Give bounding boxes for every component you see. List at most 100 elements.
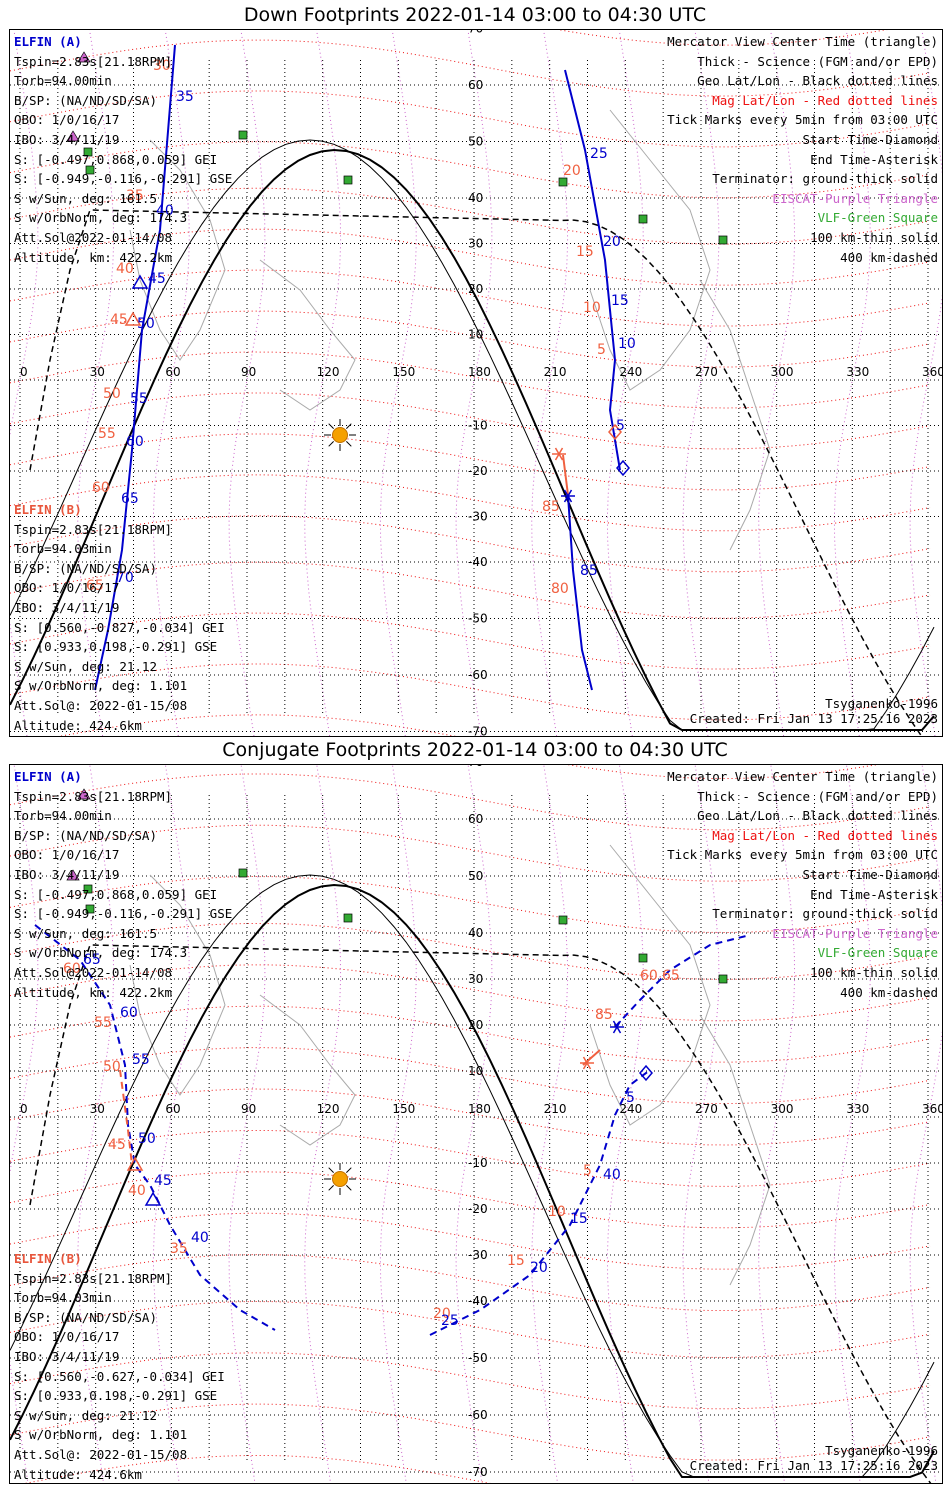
mag-parallel	[10, 39, 931, 97]
track-tick-label: 35	[170, 1241, 188, 1257]
sat-a-track	[614, 934, 751, 1028]
sat-a-track	[429, 1069, 651, 1336]
mag-parallel	[10, 269, 931, 327]
sat-a-center-triangle	[131, 274, 149, 289]
sat-b-line: Tspin=2.83s[21.18RPM]	[14, 1270, 173, 1286]
geo-latlon-grid	[10, 60, 942, 732]
sun-ray	[346, 441, 352, 447]
track-tick-label: 30	[153, 58, 171, 74]
sat-b-end-asterisk	[554, 447, 564, 461]
track-tick-label: 10	[548, 1204, 566, 1220]
sat-b-line: S: [0.560,-0.627,-0.034] GEI	[14, 1368, 225, 1384]
lon-tick-label: 0	[20, 365, 28, 379]
legend-item: Tick Marks every 5min from 03:00 UTC	[667, 112, 938, 128]
mag-meridian	[758, 765, 796, 1483]
sun-ray	[346, 1185, 352, 1191]
coastline	[699, 279, 771, 551]
terminator-400km	[29, 209, 923, 736]
lat-tick-label: 40	[468, 191, 483, 205]
lon-tick-label: 270	[695, 1102, 718, 1116]
track-tick-label: 45	[154, 1173, 172, 1189]
sat-a-line: Tspin=2.83s[21.18RPM]	[14, 788, 173, 804]
mag-meridian	[455, 765, 493, 1483]
legend-item: Start Time-Diamond	[802, 131, 938, 147]
track-tick-label: 60	[92, 480, 110, 496]
track-tick-label: 60	[120, 1005, 138, 1021]
track-tick-label: 85	[595, 1007, 613, 1023]
lon-tick-label: 30	[90, 365, 105, 379]
track-tick-label: 5	[616, 418, 625, 434]
terminator-line	[10, 139, 935, 731]
conjugate-map-canvas: 0 30 60 90 120 150 180 210 240 270 300 330 360 70 60 50…	[10, 765, 942, 1483]
lon-tick-label: 360	[922, 1102, 942, 1116]
lat-tick-label: 20	[468, 282, 483, 296]
vlf-station-square	[85, 165, 95, 175]
mag-parallel	[10, 1254, 931, 1312]
conjugate-footprints-map: 0 30 60 90 120 150 180 210 240 270 300 330 360 70 60 50…	[9, 764, 943, 1484]
track-tick-label: 15	[507, 1253, 525, 1269]
sat-a-name: ELFIN (A)	[14, 34, 82, 49]
coastline	[129, 874, 226, 1096]
sat-a-line: OBO: 1/0/16/17	[14, 112, 120, 128]
sat-b-line: Torb=94.03min	[14, 1290, 112, 1306]
legend-item: Start Time-Diamond	[802, 866, 938, 882]
track-tick-label: 65	[662, 968, 680, 984]
sat-b-info: ELFIN (B) Tspin=2.83s[21.18RPM] Torb=94.…	[14, 500, 225, 735]
sat-a-start-diamond	[639, 1064, 653, 1082]
legend-item: 100 km-thin solid	[810, 964, 938, 980]
lon-tick-label: 90	[241, 365, 256, 379]
lon-tick-label: 210	[544, 1102, 567, 1116]
mag-parallel	[10, 773, 931, 831]
track-tick-label: 20	[433, 1306, 451, 1322]
legend-item: Terminator: ground-thick solid	[712, 906, 938, 922]
legend-item: Thick - Science (FGM and/or EPD)	[697, 788, 938, 804]
lon-tick-label: 90	[241, 1102, 256, 1116]
mag-latlon-grid	[10, 30, 942, 736]
sat-a-line: S: [-0.949,-0.116,-0.291] GSE	[14, 906, 233, 922]
down-footprints-map: 0 30 60 90 120 150 180 210 240 270 300 330 360 70 60 50…	[9, 29, 943, 737]
sun-ray	[328, 441, 334, 447]
sat-b-name: ELFIN (B)	[14, 502, 82, 517]
sat-a-line: Tspin=2.83s[21.18RPM]	[14, 53, 173, 69]
sat-a-line: B/SP: (NA/ND/SD/SA)	[14, 92, 157, 108]
sat-b-track	[119, 1069, 133, 1166]
model-label: Tsyganenko-1996	[825, 696, 938, 711]
vlf-station-square	[638, 214, 648, 224]
down-map-canvas: 0 30 60 90 120 150 180 210 240 270 300 330 360 70 60 50…	[10, 30, 942, 736]
lon-tick-label: 300	[771, 1102, 794, 1116]
legend-item: Mag Lat/Lon - Red dotted lines	[712, 827, 938, 843]
track-tick-label: 45	[148, 271, 166, 287]
sat-a-line: Torb=94.00min	[14, 808, 112, 824]
legend-item: Mercator View Center Time (triangle)	[667, 34, 938, 49]
lat-tick-label: 20	[468, 1018, 483, 1032]
lat-tick-label: 60	[468, 812, 483, 826]
terminator-lines	[10, 139, 935, 736]
sat-b-end-asterisk	[582, 1056, 592, 1070]
legend-item: Tick Marks every 5min from 03:00 UTC	[667, 847, 938, 863]
mag-parallel	[10, 1129, 931, 1187]
sat-b-line: IBO: 3/4/11/19	[14, 599, 120, 615]
sat-b-line: Att.Sol@: 2022-01-15/08	[14, 1446, 188, 1462]
lat-tick-label: -10	[468, 1156, 488, 1170]
lat-tick-label: -50	[468, 612, 488, 626]
legend-item: Thick - Science (FGM and/or EPD)	[697, 53, 938, 69]
lat-tick-label: -30	[468, 1248, 488, 1262]
sat-b-line: S w/Sun, deg: 21.12	[14, 1407, 157, 1423]
lon-tick-label: 120	[317, 1102, 340, 1116]
track-tick-label: 35	[176, 89, 194, 105]
sat-a-line: S: [-0.949,-0.116,-0.291] GSE	[14, 171, 233, 187]
track-tick-label: 25	[590, 146, 608, 162]
sat-a-info: ELFIN (A) Tspin=2.83s[21.18RPM] Torb=94.…	[14, 767, 232, 1002]
track-tick-label: 55	[132, 1052, 150, 1068]
mag-parallel	[10, 90, 931, 148]
track-tick-label: 35	[126, 188, 144, 204]
station-markers	[66, 788, 728, 1195]
terminator-400km	[29, 944, 932, 1483]
created-label: Created: Fri Jan 13 17:25:16 2023	[689, 1458, 938, 1473]
coastline	[589, 109, 711, 391]
mag-parallel	[10, 141, 931, 199]
mag-parallel	[10, 433, 931, 491]
track-tick-label: 40	[603, 1167, 621, 1183]
